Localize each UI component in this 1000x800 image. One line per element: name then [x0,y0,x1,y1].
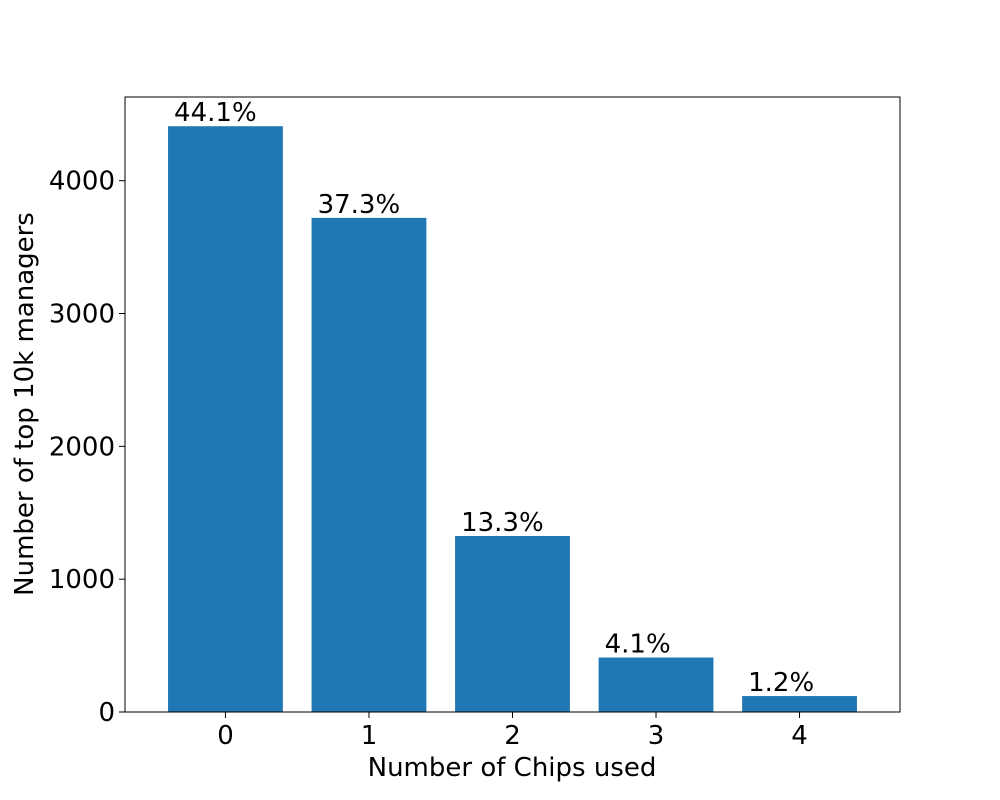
x-tick-label-0: 0 [217,721,234,751]
data-label-3: 4.1% [605,630,671,660]
bar-4 [742,696,857,712]
data-label-4: 1.2% [748,668,814,698]
x-tick-label-4: 4 [791,721,808,751]
x-tick-label-1: 1 [361,721,378,751]
data-label-2: 13.3% [461,508,544,538]
y-tick-label-3000: 3000 [49,300,115,330]
bar-1 [311,217,427,712]
y-axis-ticks: 0 1000 2000 3000 4000 [49,167,125,728]
y-tick-label-0: 0 [98,698,115,728]
x-tick-label-2: 2 [504,721,521,751]
bar-0 [168,126,283,712]
data-label-1: 37.3% [318,190,401,220]
y-tick-label-4000: 4000 [49,167,115,197]
y-tick-label-2000: 2000 [49,432,115,462]
bars-group [168,126,857,712]
x-tick-label-3: 3 [648,721,665,751]
data-label-0: 44.1% [174,98,257,128]
data-labels-group: 44.1% 37.3% 13.3% 4.1% 1.2% [174,98,814,698]
y-axis-label: Number of top 10k managers [10,212,40,596]
bar-3 [598,657,714,712]
x-axis-label: Number of Chips used [368,753,657,783]
y-tick-label-1000: 1000 [49,565,115,595]
bar-2 [455,536,570,712]
x-axis-ticks: 0 1 2 3 4 [217,712,808,751]
